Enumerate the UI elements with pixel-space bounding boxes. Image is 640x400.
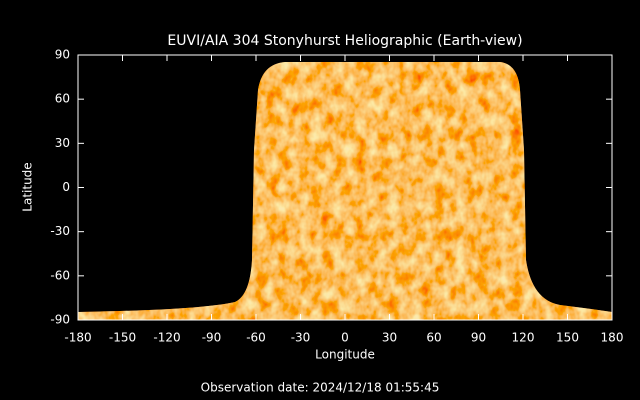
x-tick-label: -30 <box>291 331 311 345</box>
x-tick-label: 120 <box>512 331 535 345</box>
x-tick-label: -120 <box>153 331 180 345</box>
caption: Observation date: 2024/12/18 01:55:45 <box>201 381 440 395</box>
y-tick-label: 0 <box>62 180 70 194</box>
y-tick-label: -30 <box>50 224 70 238</box>
x-tick-label: -180 <box>64 331 91 345</box>
chart-title: EUVI/AIA 304 Stonyhurst Heliographic (Ea… <box>167 33 522 49</box>
y-tick-label: -90 <box>50 313 70 327</box>
x-tick-label: 60 <box>426 331 441 345</box>
y-tick-label: 60 <box>55 92 70 106</box>
x-tick-label: 30 <box>382 331 397 345</box>
x-tick-label: -90 <box>202 331 222 345</box>
x-axis-label: Longitude <box>315 348 375 362</box>
x-tick-label: -60 <box>246 331 266 345</box>
y-tick-label: 30 <box>55 136 70 150</box>
heliographic-map <box>78 62 612 320</box>
y-tick-label: -60 <box>50 268 70 282</box>
y-tick-label: 90 <box>55 48 70 62</box>
y-axis-label: Latitude <box>21 162 35 211</box>
x-tick-label: 180 <box>601 331 624 345</box>
x-tick-label: 0 <box>341 331 349 345</box>
x-tick-label: 150 <box>556 331 579 345</box>
x-tick-label: -150 <box>109 331 136 345</box>
x-tick-label: 90 <box>471 331 486 345</box>
